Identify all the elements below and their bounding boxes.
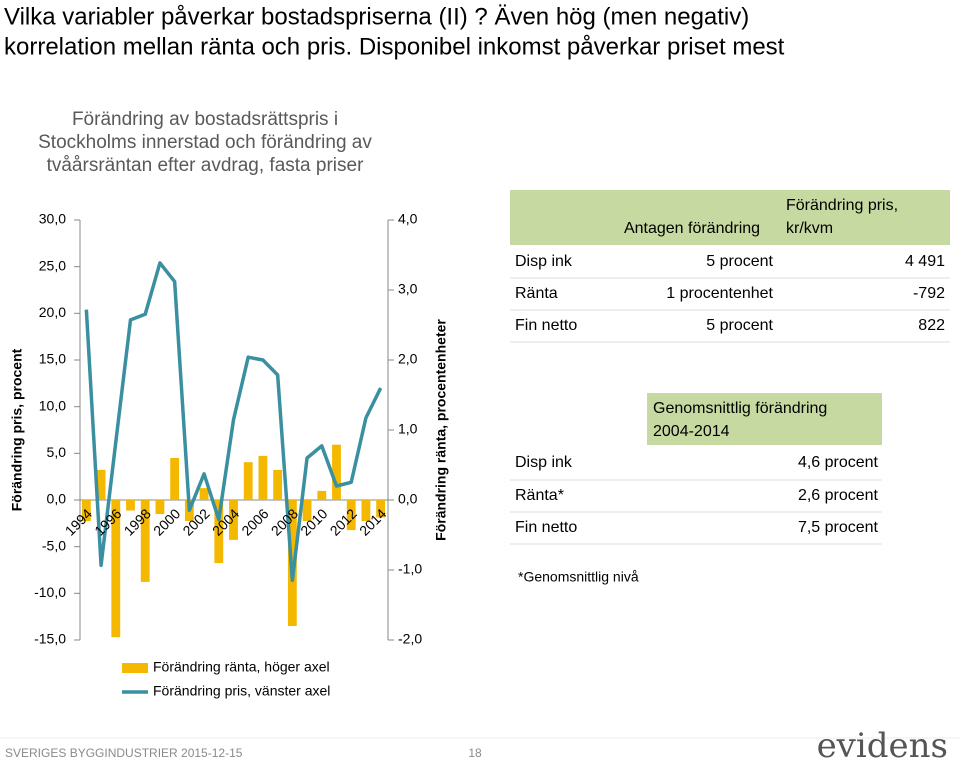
y2-axis-label: Förändring ränta, procentenheter [433,319,449,541]
bar [214,500,224,563]
y-tick-label: -10,0 [34,584,66,600]
y2-tick-label: 3,0 [398,281,418,297]
footer-source: SVERIGES BYGGINDUSTRIER 2015-12-15 [5,746,243,760]
bar [81,500,91,521]
table-cell: -792 [913,285,945,302]
page-number: 18 [468,746,482,760]
table-cell: 1 procentenhet [666,285,773,302]
y-tick-label: 10,0 [39,397,66,413]
bar [243,462,253,500]
table-cell: 2,6 procent [798,487,879,504]
table-cell: 7,5 procent [798,519,879,536]
bar [96,469,106,500]
table-cell: 5 procent [706,253,773,270]
y-tick-label: 25,0 [39,257,66,273]
bar [111,500,121,638]
bar [199,488,209,500]
y-tick-label: 20,0 [39,304,66,320]
y2-tick-label: -2,0 [398,631,422,647]
table-cell: 822 [918,317,945,334]
y2-tick-label: 4,0 [398,211,418,227]
legend-label: Förändring pris, vänster axel [153,683,330,699]
bar [258,455,268,500]
bar [302,500,312,521]
y-axis-label: Förändring pris, procent [9,348,25,511]
chart-title: Förändring av bostadsrättspris i [72,109,338,130]
y-tick-label: -15,0 [34,631,66,647]
bar [155,500,165,514]
table-cell: Ränta* [515,487,564,504]
y2-tick-label: 2,0 [398,351,418,367]
y-tick-label: 30,0 [39,211,66,227]
table-cell: 5 procent [706,317,773,334]
bar [170,458,180,500]
table-cell: Fin netto [515,317,577,334]
y-tick-label: 15,0 [39,351,66,367]
bar [361,500,371,521]
bar [346,500,356,531]
chart-title: Stockholms innerstad och förändring av [38,132,372,153]
y-tick-label: 5,0 [47,444,67,460]
bar [332,444,341,500]
x-tick-label: 2000 [150,505,183,538]
y2-tick-label: 1,0 [398,421,418,437]
bar [229,500,238,540]
x-tick-label: 2006 [238,505,271,538]
table-cell: Ränta [515,285,558,302]
bar [126,500,135,511]
y-tick-label: -5,0 [42,537,66,553]
bar [317,490,327,500]
table-header-bg [647,393,882,445]
table-cell: 4 491 [905,253,945,270]
bar [140,500,150,582]
y2-tick-label: -1,0 [398,561,422,577]
table-header: 2004-2014 [653,423,730,440]
table-cell: Disp ink [515,454,573,471]
table-header: kr/kvm [786,220,833,237]
slide-title: korrelation mellan ränta och pris. Dispo… [4,33,785,60]
table-note: *Genomsnittlig nivå [518,569,639,585]
bar [376,500,386,518]
line [84,261,383,583]
legend-swatch [122,663,148,673]
y-tick-label: 0,0 [47,491,67,507]
y2-tick-label: 0,0 [398,491,418,507]
legend-label: Förändring ränta, höger axel [153,659,330,675]
table-cell: Disp ink [515,253,573,270]
table-header: Genomsnittlig förändring [653,400,827,417]
plot: -15,0 -10,0 -5,0 0,0 5,0 10,0 15,0 20,0 25,0 30,0… [34,211,422,699]
logo: evidens [817,726,948,765]
slide-title: Vilka variabler påverkar bostadspriserna… [4,3,749,30]
table-cell: 4,6 procent [798,454,879,471]
table-header-bg [510,190,950,245]
table-header: Förändring pris, [786,197,898,214]
table-header: Antagen förändring [624,220,760,237]
chart-title: tvåårsräntan efter avdrag, fasta priser [47,155,364,176]
x-tick-label: 2002 [179,505,212,538]
table-cell: Fin netto [515,519,577,536]
bar [273,469,283,500]
